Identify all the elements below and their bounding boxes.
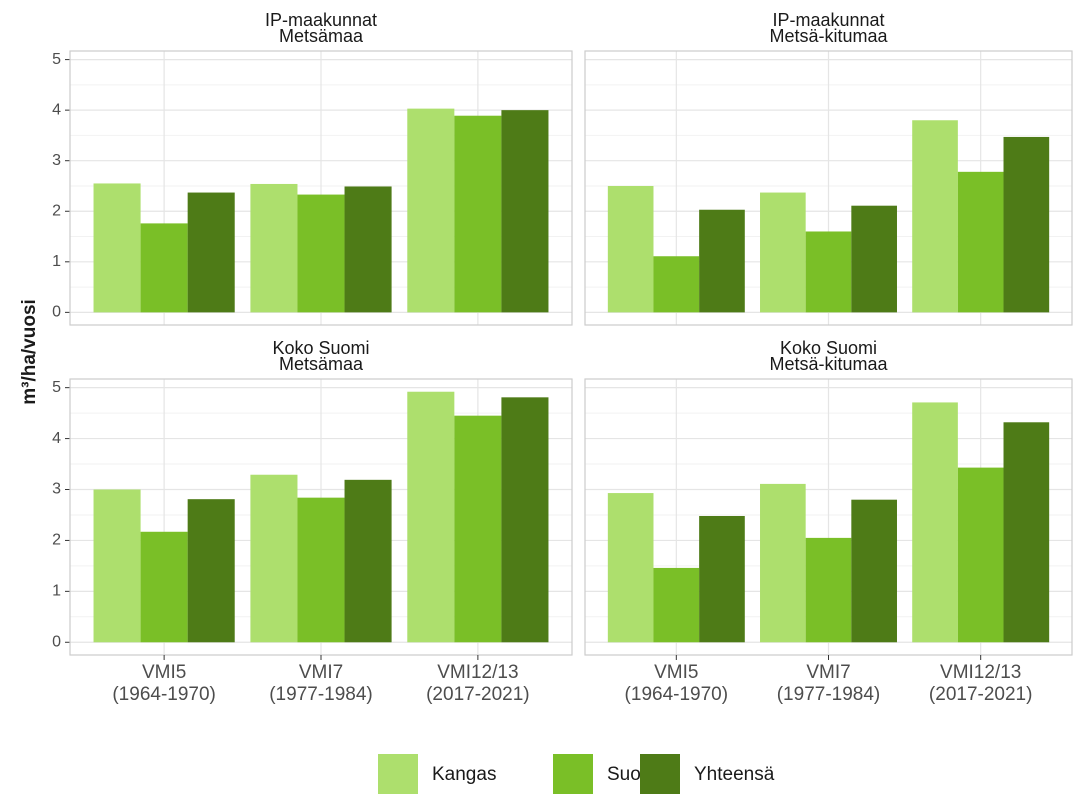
y-tick-label: 2	[52, 202, 61, 219]
bar	[653, 567, 700, 643]
x-tick-label: VMI7 (1977-1984)	[777, 662, 881, 705]
legend-swatch	[640, 754, 680, 794]
bar	[957, 171, 1004, 313]
bar	[607, 493, 654, 643]
legend-label: Kangas	[432, 764, 496, 785]
bar	[805, 537, 852, 643]
bar	[187, 192, 235, 313]
y-tick-label: 2	[52, 532, 61, 549]
bar	[407, 391, 455, 643]
bar	[297, 497, 345, 643]
bar	[760, 483, 806, 643]
bar	[805, 231, 852, 313]
y-tick-label: 5	[52, 51, 61, 68]
bar	[501, 110, 549, 313]
bar	[760, 192, 806, 313]
x-tick-label: VMI5 (1964-1970)	[112, 662, 216, 705]
bar	[407, 108, 455, 313]
bar	[454, 415, 502, 643]
panel-subtitle: Metsämaa	[279, 354, 364, 374]
y-tick-label: 1	[52, 253, 61, 270]
bar	[93, 183, 141, 313]
panel-title: Koko Suomi	[272, 338, 369, 358]
panel-subtitle: Metsä-kitumaa	[769, 354, 888, 374]
bar	[1003, 422, 1050, 643]
bar	[140, 223, 188, 313]
bar	[851, 205, 897, 313]
x-tick-label: VMI7 (1977-1984)	[269, 662, 373, 705]
y-tick-label: 0	[52, 633, 61, 650]
panel-border	[584, 50, 1073, 326]
y-tick-label: 3	[52, 152, 61, 169]
panel-title: Koko Suomi	[780, 338, 877, 358]
panel-title: IP-maakunnat	[772, 10, 884, 30]
panel-subtitle: Metsämaa	[279, 26, 364, 46]
panel-title: IP-maakunnat	[265, 10, 377, 30]
legend-swatch	[378, 754, 418, 794]
y-axis-label: m³/ha/vuosi	[19, 299, 40, 405]
x-tick-label: VMI5 (1964-1970)	[625, 662, 729, 705]
bar	[250, 474, 298, 643]
bar	[344, 479, 392, 643]
panel-border	[69, 50, 573, 326]
bar	[454, 115, 502, 313]
x-tick-label: VMI12/13 (2017-2021)	[426, 662, 530, 705]
bar	[250, 183, 298, 313]
legend-label: Yhteensä	[694, 764, 775, 785]
bar	[699, 515, 745, 643]
y-tick-label: 3	[52, 481, 61, 498]
bar	[297, 194, 345, 313]
bar	[1003, 136, 1050, 313]
bar	[93, 489, 141, 643]
panel-subtitle: Metsä-kitumaa	[769, 26, 888, 46]
legend-swatch	[553, 754, 593, 794]
bar	[607, 185, 654, 313]
y-tick-label: 5	[52, 379, 61, 396]
bar	[344, 186, 392, 313]
bar	[699, 209, 745, 313]
bar	[501, 397, 549, 643]
y-tick-label: 4	[52, 430, 61, 447]
bar	[653, 256, 700, 313]
bar	[912, 120, 958, 313]
bar	[912, 402, 958, 643]
bar	[187, 499, 235, 643]
x-tick-label: VMI12/13 (2017-2021)	[929, 662, 1033, 705]
bar	[851, 499, 897, 643]
y-tick-label: 4	[52, 101, 61, 118]
y-tick-label: 0	[52, 304, 61, 321]
bar	[140, 531, 188, 643]
bar	[957, 467, 1004, 643]
legend-label: Suo	[607, 764, 641, 785]
y-tick-label: 1	[52, 583, 61, 600]
